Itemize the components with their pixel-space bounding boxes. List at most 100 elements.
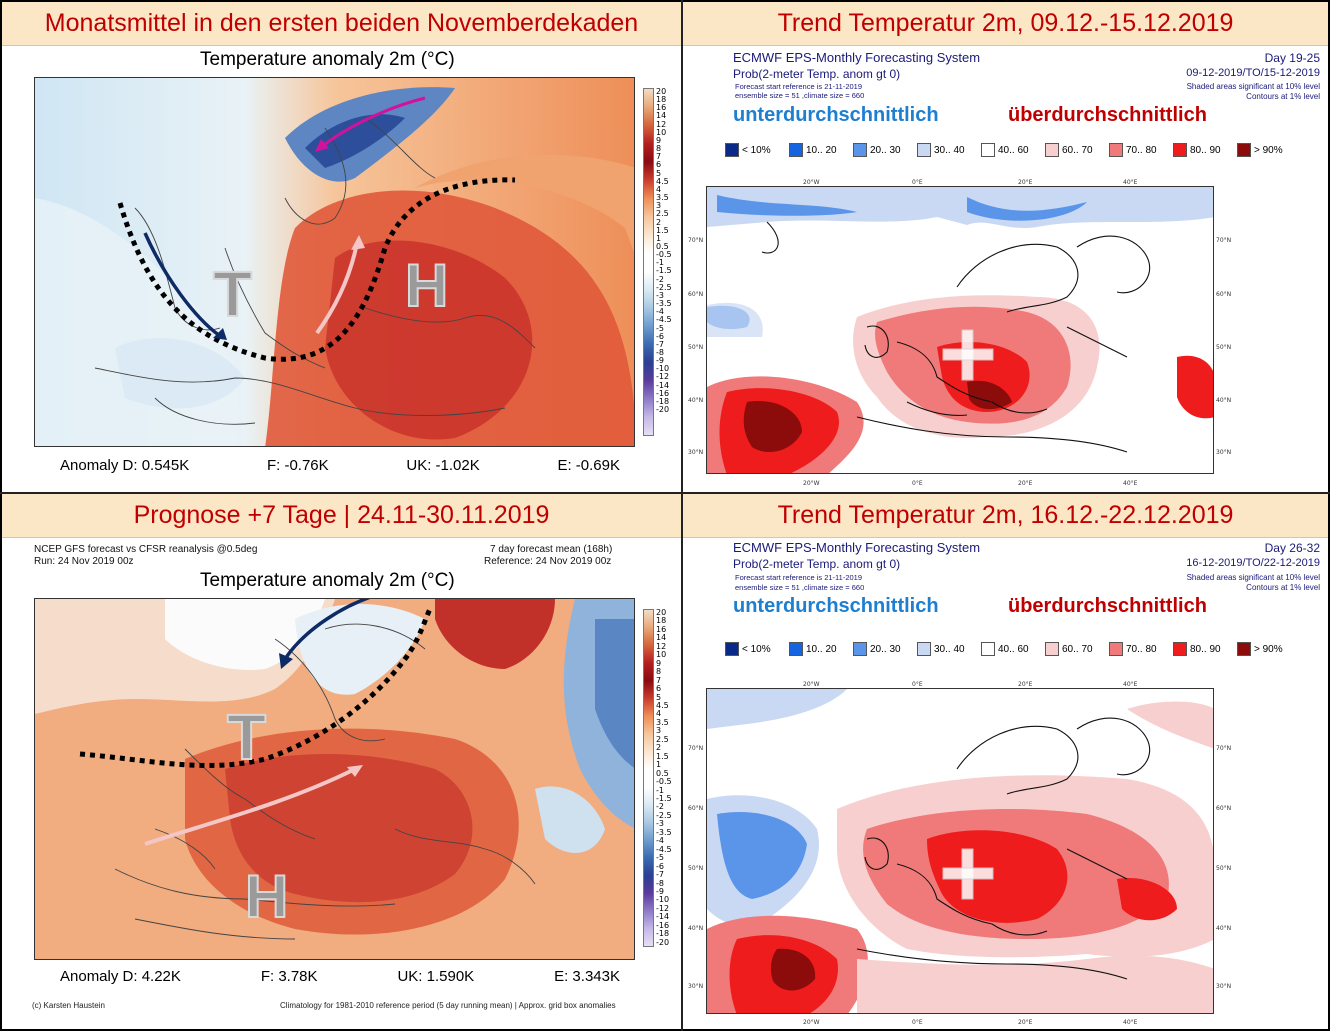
- ec-day-top: Day 19-25: [1264, 51, 1320, 65]
- colorbar-tick-label: -2.5: [656, 810, 672, 820]
- colorbar-tick-label: -2.5: [656, 282, 672, 292]
- colorbar-tick-label: 2: [656, 743, 662, 753]
- legend-label: 70.. 80: [1126, 144, 1157, 156]
- legend-swatch: [917, 143, 931, 157]
- lat-label: 50°N: [1216, 344, 1232, 351]
- colorbar-tick-label: -4.5: [656, 844, 672, 854]
- lon-label: 20°W: [803, 480, 820, 487]
- anomaly-summary-top: Anomaly D: 0.545K F: -0.76K UK: -1.02K E…: [60, 457, 620, 474]
- anomaly-de-bottom: Anomaly D: 4.22K: [60, 968, 181, 985]
- lon-label: 20°E: [1018, 480, 1033, 487]
- lat-label: 40°N: [1216, 925, 1232, 932]
- colorbar-tick-label: 4.5: [656, 700, 669, 710]
- legend-item: > 90%: [1237, 642, 1296, 656]
- ec-shaded-bottom: Shaded areas significant at 10% level: [1186, 573, 1320, 582]
- colorbar-tick-label: 8: [656, 667, 662, 677]
- lat-label: 70°N: [1216, 237, 1232, 244]
- lat-label: 60°N: [1216, 805, 1232, 812]
- colorbar-tick-label: 3.5: [656, 193, 669, 203]
- temperature-anomaly-map-observed: T H: [34, 77, 635, 447]
- legend-label: 60.. 70: [1062, 643, 1093, 655]
- banner-top-right-text: Trend Temperatur 2m, 09.12.-15.12.2019: [777, 9, 1234, 37]
- lat-label: 50°N: [688, 344, 704, 351]
- lat-label: 50°N: [688, 865, 704, 872]
- anomaly-summary-bottom: Anomaly D: 4.22K F: 3.78K UK: 1.590K E: …: [60, 968, 620, 985]
- lat-label: 70°N: [688, 237, 704, 244]
- banner-bottom-left: Prognose +7 Tage | 24.11-30.11.2019: [2, 494, 681, 538]
- legend-swatch: [789, 642, 803, 656]
- anomaly-uk-bottom: UK: 1.590K: [397, 968, 475, 985]
- legend-label: 70.. 80: [1126, 643, 1157, 655]
- colorbar-tick-label: -16: [656, 920, 670, 930]
- gfs-source: NCEP GFS forecast vs CFSR reanalysis @0.…: [34, 544, 258, 555]
- colorbar-tick-label: 0.5: [656, 241, 669, 251]
- colorbar-tick-label: 1: [656, 760, 662, 770]
- colorbar-tick-label: 9: [656, 135, 662, 145]
- legend-label: 40.. 60: [998, 643, 1029, 655]
- gfs-forecast-mean: 7 day forecast mean (168h): [490, 544, 613, 555]
- colorbar-tick-label: -3.5: [656, 827, 672, 837]
- ec-period-top: 09-12-2019/TO/15-12-2019: [1186, 67, 1320, 79]
- lon-label: 0°E: [912, 1019, 923, 1026]
- lon-label: 40°E: [1123, 179, 1138, 186]
- colorbar-tick-label: 7: [656, 675, 662, 685]
- temperature-anomaly-map-forecast: T H: [34, 598, 635, 960]
- map-title-bottom-left: Temperature anomaly 2m (°C): [200, 570, 455, 591]
- lat-label: 40°N: [1216, 397, 1232, 404]
- legend-label: 20.. 30: [870, 643, 901, 655]
- lat-label: 60°N: [688, 291, 704, 298]
- colorbar-tick-label: -10: [656, 895, 670, 905]
- colorbar-tick-label: 16: [656, 103, 667, 113]
- legend-swatch: [789, 143, 803, 157]
- colorbar-tick-label: 6: [656, 160, 662, 170]
- ec-ensemble-top: ensemble size = 51 ,climate size = 660: [735, 91, 865, 100]
- colorbar-tick-label: -20: [656, 405, 670, 415]
- lon-label: 0°E: [912, 480, 923, 487]
- lat-label: 70°N: [688, 745, 704, 752]
- colorbar-tick-label: -4: [656, 836, 664, 846]
- colorbar-tick-label: 9: [656, 658, 662, 668]
- gfs-run: Run: 24 Nov 2019 00z: [34, 556, 134, 567]
- colorbar-tick-label: -1.5: [656, 793, 672, 803]
- high-pressure-marker-bottom: H: [245, 863, 288, 930]
- colorbar-tick-label: 7: [656, 152, 662, 162]
- colorbar-tick-label: -18: [656, 929, 670, 939]
- legend-label: 80.. 90: [1190, 144, 1221, 156]
- colorbar-tick-label: -4.5: [656, 315, 672, 325]
- lon-label: 40°E: [1123, 681, 1138, 688]
- legend-item: 80.. 90: [1173, 143, 1232, 157]
- lat-label: 40°N: [688, 925, 704, 932]
- colorbar-tick-label: 2.5: [656, 209, 669, 219]
- colorbar-tick-label: 4: [656, 184, 662, 194]
- lat-label: 30°N: [688, 983, 704, 990]
- banner-top-left-text: Monatsmittel in den ersten beiden Novemb…: [44, 9, 639, 37]
- colorbar-tick-label: 5: [656, 692, 662, 702]
- lon-label: 40°E: [1123, 480, 1138, 487]
- climatology-note: Climatology for 1981-2010 reference peri…: [280, 1001, 616, 1010]
- high-pressure-marker-top: H: [405, 252, 448, 319]
- colorbar-top: [643, 88, 654, 436]
- colorbar-tick-label: 20: [656, 87, 667, 96]
- anomaly-es-bottom: E: 3.343K: [554, 968, 620, 985]
- probability-map-week-2: [706, 688, 1214, 1014]
- colorbar-tick-label: 1: [656, 233, 662, 243]
- colorbar-tick-label: -2: [656, 274, 664, 284]
- ec-period-bottom: 16-12-2019/TO/22-12-2019: [1186, 557, 1320, 569]
- legend-swatch: [981, 143, 995, 157]
- colorbar-tick-label: 10: [656, 127, 667, 137]
- anomaly-fr-top: F: -0.76K: [266, 457, 329, 474]
- colorbar-tick-label: -7: [656, 870, 664, 880]
- lat-label: 70°N: [1216, 745, 1232, 752]
- legend-item: 60.. 70: [1045, 143, 1104, 157]
- legend-swatch: [1237, 642, 1251, 656]
- map-title-top-left: Temperature anomaly 2m (°C): [200, 49, 455, 70]
- colorbar-tick-label: 20: [656, 608, 667, 617]
- label-below-average-bottom: unterdurchschnittlich: [733, 595, 939, 617]
- legend-item: 30.. 40: [917, 143, 976, 157]
- colorbar-tick-label: -5: [656, 323, 664, 333]
- legend-swatch: [1109, 143, 1123, 157]
- anomaly-es-top: E: -0.69K: [557, 457, 620, 474]
- colorbar-tick-label: -6: [656, 861, 664, 871]
- legend-item: 70.. 80: [1109, 143, 1168, 157]
- lon-label: 20°W: [803, 1019, 820, 1026]
